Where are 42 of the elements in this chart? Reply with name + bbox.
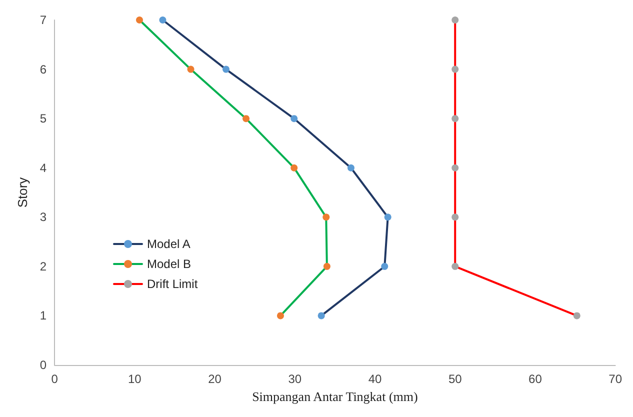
x-tick-label: 70 — [608, 372, 622, 386]
point — [452, 16, 459, 24]
x-tick-label: 60 — [528, 372, 542, 386]
y-tick-label: 3 — [40, 210, 47, 224]
x-tick-label: 50 — [448, 372, 462, 386]
point — [323, 262, 330, 270]
x-tick-label: 0 — [51, 372, 58, 386]
point — [452, 262, 459, 270]
point — [452, 214, 459, 221]
point — [187, 66, 194, 73]
legend-label: Model A — [147, 237, 190, 251]
point — [276, 312, 284, 320]
y-tick-label: 0 — [40, 358, 47, 372]
y-tick-label: 2 — [40, 259, 47, 274]
point — [381, 262, 388, 270]
point — [452, 164, 459, 172]
y-tick-label: 1 — [40, 308, 47, 323]
point — [290, 164, 298, 172]
y-tick-label: 5 — [40, 112, 47, 126]
point — [573, 312, 580, 320]
point — [452, 66, 459, 73]
point — [242, 115, 250, 122]
point — [347, 164, 354, 172]
y-axis-title: Story — [15, 176, 30, 208]
point — [136, 16, 143, 24]
point — [322, 214, 330, 221]
point — [222, 66, 230, 73]
legend-label: Model B — [147, 257, 192, 271]
x-tick-label: 40 — [368, 372, 382, 386]
point — [452, 115, 459, 122]
y-tick-label: 4 — [40, 160, 47, 175]
x-tick-label: 20 — [208, 372, 222, 386]
point — [384, 214, 392, 221]
y-tick-label: 6 — [40, 62, 47, 76]
point — [318, 312, 325, 320]
x-axis-title: Simpangan Antar Tingkat (mm) — [252, 388, 418, 404]
point — [290, 115, 298, 122]
legend-label: Drift Limit — [147, 277, 198, 291]
y-tick-label: 7 — [40, 13, 47, 27]
point — [159, 16, 166, 24]
x-tick-label: 30 — [288, 372, 302, 386]
x-tick-label: 10 — [128, 372, 142, 386]
